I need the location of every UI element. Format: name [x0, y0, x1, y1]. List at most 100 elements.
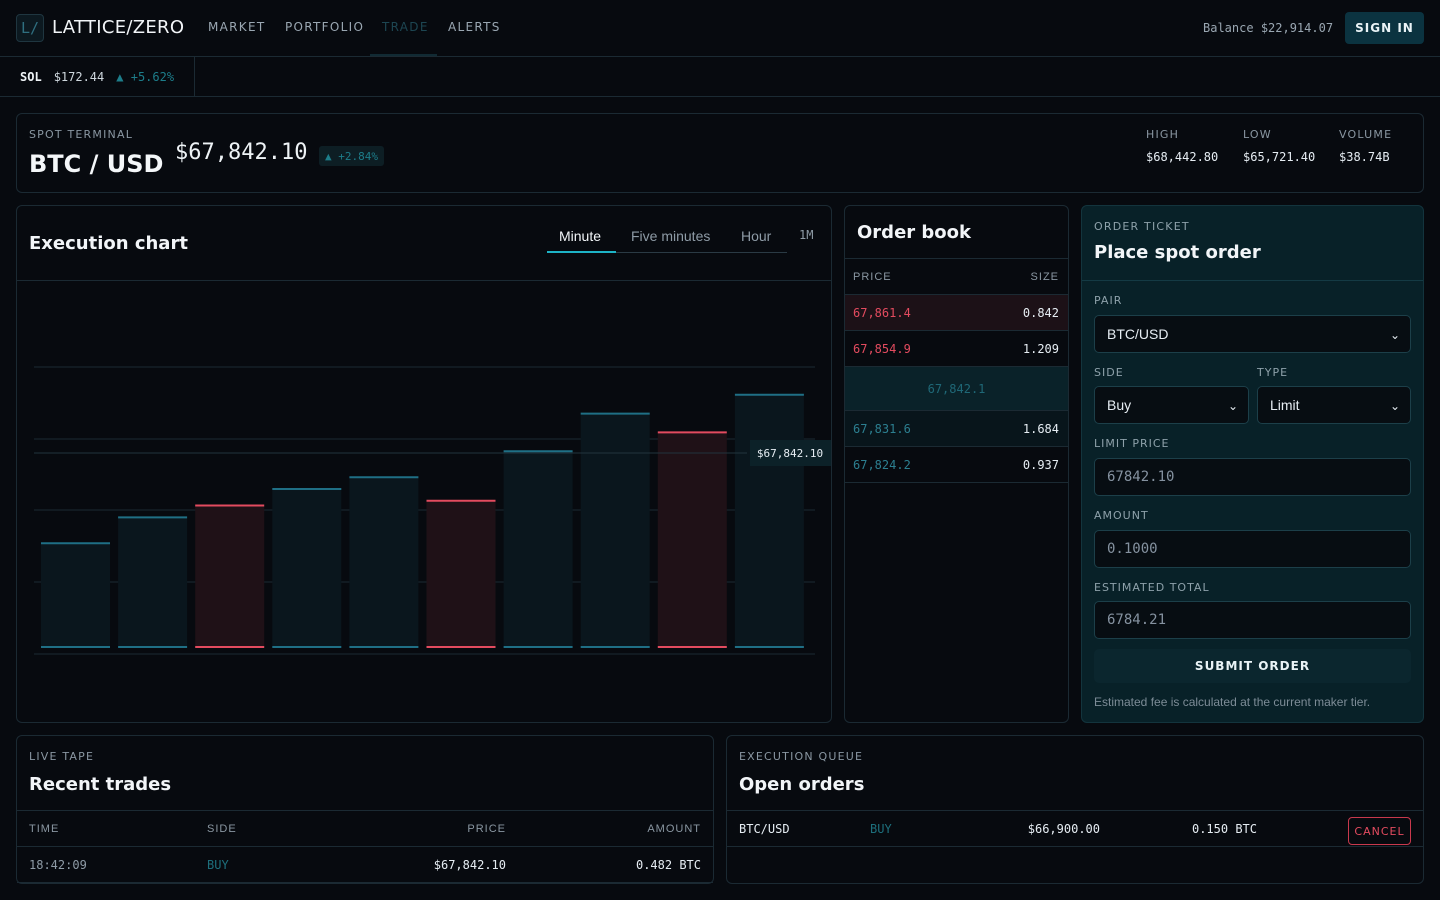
type-label: TYPE: [1257, 366, 1289, 379]
stat-label: LOW: [1243, 128, 1272, 141]
ticket-eyebrow: ORDER TICKET: [1094, 220, 1190, 233]
bid-size: 1.684: [1022, 421, 1059, 436]
type-select-value: Limit: [1270, 397, 1300, 413]
trades-table-header: TIME SIDE PRICE AMOUNT: [17, 810, 713, 847]
pair-title: BTC / USD: [29, 150, 164, 178]
balance-value: $22,914.07: [1260, 21, 1334, 35]
stat-volume: VOLUME $38.74B: [1339, 128, 1392, 164]
nav-portfolio[interactable]: PORTFOLIO: [285, 20, 365, 34]
tab-minute[interactable]: Minute: [559, 228, 602, 244]
nav-trade[interactable]: TRADE: [382, 20, 429, 34]
ask-size: 0.842: [1022, 305, 1059, 320]
open-orders-panel: EXECUTION QUEUE Open orders BTC/USD BUY …: [726, 735, 1424, 884]
chart-bar: [349, 477, 419, 647]
price-change-badge: ▲ +2.84%: [319, 146, 384, 166]
order-book-panel: Order book PRICE SIZE 67,861.4 0.842 67,…: [844, 205, 1069, 723]
tab-active-indicator: [547, 251, 616, 253]
bid-row[interactable]: 67,824.2 0.937: [845, 447, 1068, 483]
ticket-title: Place spot order: [1094, 242, 1261, 263]
col-side: SIDE: [207, 823, 237, 835]
sign-in-button[interactable]: SIGN IN: [1345, 12, 1424, 44]
logo-icon: L/: [16, 14, 44, 42]
price-tag-label: $67,842.10: [757, 447, 823, 460]
chart-bar: [503, 451, 573, 647]
trades-eyebrow: LIVE TAPE: [29, 750, 95, 763]
col-price: PRICE: [467, 823, 506, 835]
recent-trades-panel: LIVE TAPE Recent trades TIME SIDE PRICE …: [16, 735, 714, 884]
chart-divider: [17, 280, 831, 281]
ask-price: 67,861.4: [853, 305, 911, 320]
orders-eyebrow: EXECUTION QUEUE: [739, 750, 864, 763]
bid-price: 67,831.6: [853, 421, 911, 436]
trade-time: 18:42:09: [29, 858, 87, 872]
bid-size: 0.937: [1022, 457, 1059, 472]
chart-bar: [426, 500, 496, 647]
tab-five-minutes[interactable]: Five minutes: [631, 228, 711, 244]
stat-value: $65,721.40: [1243, 150, 1316, 164]
order-book-header: PRICE SIZE: [845, 258, 1068, 295]
trade-price: $67,842.10: [433, 858, 506, 872]
ask-row[interactable]: 67,854.9 1.209: [845, 331, 1068, 367]
stat-label: HIGH: [1146, 128, 1180, 141]
ticker-item[interactable]: SOL $172.44 ▲ +5.62%: [0, 57, 195, 96]
order-price: $66,900.00: [1027, 822, 1100, 836]
chart-bar: [272, 489, 342, 647]
chart-bar: [195, 505, 265, 647]
submit-order-button[interactable]: SUBMIT ORDER: [1094, 649, 1411, 683]
nav-alerts[interactable]: ALERTS: [448, 20, 501, 34]
limit-price-label: LIMIT PRICE: [1094, 437, 1170, 450]
market-header: SPOT TERMINAL BTC / USD $67,842.10 ▲ +2.…: [16, 113, 1424, 193]
chart-bar: [580, 413, 650, 647]
chart-title: Execution chart: [29, 233, 188, 254]
price-tag: [750, 440, 831, 466]
chart-bar: [657, 432, 727, 647]
chevron-down-icon: ⌄: [1389, 328, 1400, 342]
chart-canvas[interactable]: $67,842.10: [17, 281, 831, 722]
chevron-down-icon: ⌄: [1227, 399, 1238, 413]
account-balance: Balance $22,914.07: [1203, 21, 1333, 35]
bid-price: 67,824.2: [853, 457, 911, 472]
ask-row[interactable]: 67,861.4 0.842: [845, 295, 1068, 331]
pair-select[interactable]: BTC/USD ⌄: [1094, 315, 1411, 353]
spread-mid-price: 67,842.1: [845, 367, 1068, 411]
side-select-value: Buy: [1107, 397, 1132, 413]
cancel-order-button[interactable]: CANCEL: [1348, 817, 1411, 845]
order-ticket-panel: ORDER TICKET Place spot order PAIR BTC/U…: [1081, 205, 1424, 723]
estimated-total-label: ESTIMATED TOTAL: [1094, 581, 1210, 594]
table-row[interactable]: BTC/USD BUY $66,900.00 0.150 BTC CANCEL: [727, 810, 1423, 847]
limit-price-input[interactable]: 67842.10: [1094, 458, 1411, 496]
order-side: BUY: [870, 822, 892, 836]
amount-input[interactable]: 0.1000: [1094, 530, 1411, 568]
nav-market[interactable]: MARKET: [208, 20, 266, 34]
stat-value: $68,442.80: [1146, 150, 1219, 164]
col-price: PRICE: [853, 270, 892, 283]
tab-hour[interactable]: Hour: [741, 228, 772, 244]
fee-note: Estimated fee is calculated at the curre…: [1094, 695, 1371, 709]
stat-high: HIGH $68,442.80: [1146, 128, 1218, 164]
ticket-divider: [1082, 280, 1423, 281]
stat-value: $38.74B: [1339, 150, 1390, 164]
pair-label: PAIR: [1094, 294, 1123, 307]
side-select[interactable]: Buy ⌄: [1094, 386, 1249, 424]
estimated-total-input[interactable]: 6784.21: [1094, 601, 1411, 639]
pair-select-value: BTC/USD: [1107, 326, 1169, 342]
order-book-title: Order book: [857, 222, 972, 243]
table-row[interactable]: 18:42:09 BUY $67,842.10 0.482 BTC: [17, 847, 713, 883]
stat-label: VOLUME: [1339, 128, 1393, 141]
tab-1m[interactable]: 1M: [799, 228, 814, 242]
trade-amount: 0.482 BTC: [635, 858, 701, 872]
orders-title: Open orders: [739, 774, 865, 795]
chart-bar: [118, 517, 188, 647]
amount-label: AMOUNT: [1094, 509, 1149, 522]
ask-size: 1.209: [1022, 341, 1059, 356]
execution-chart-panel: Execution chart Minute Five minutes Hour…: [16, 205, 832, 723]
header-eyebrow: SPOT TERMINAL: [29, 128, 134, 141]
balance-label: Balance: [1203, 21, 1254, 35]
bid-row[interactable]: 67,831.6 1.684: [845, 411, 1068, 447]
chart-bar: [734, 394, 804, 647]
type-select[interactable]: Limit ⌄: [1257, 386, 1411, 424]
col-time: TIME: [29, 823, 60, 835]
trade-side: BUY: [207, 858, 229, 872]
ask-price: 67,854.9: [853, 341, 911, 356]
app-name[interactable]: LATTICE/ZERO: [52, 17, 185, 38]
